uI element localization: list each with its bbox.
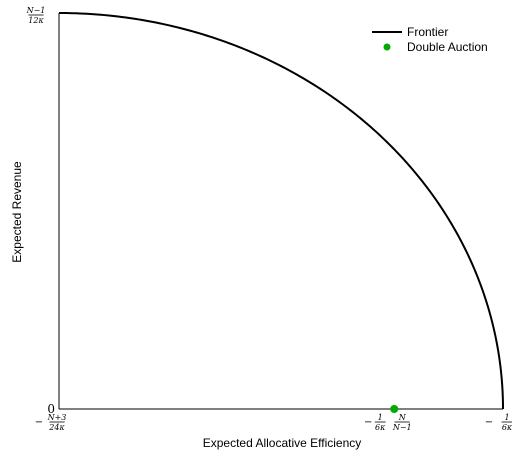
- tick-fraction-numerator: 1: [378, 413, 383, 422]
- legend-label: Double Auction: [407, 40, 488, 54]
- plot-area: [58, 12, 504, 413]
- tick-sign: −: [485, 417, 493, 428]
- y-axis-label: Expected Revenue: [10, 161, 24, 263]
- tick-fraction-denominator: 12κ: [28, 16, 44, 25]
- tick-fraction-denominator: 6κ: [375, 423, 386, 432]
- tick-fraction-denominator: 6κ: [502, 423, 512, 432]
- x-axis-label: Expected Allocative Efficiency: [203, 436, 362, 450]
- x-tick-label: −16κ NN−1: [364, 413, 412, 432]
- double-auction-point: [390, 405, 399, 413]
- tick-fraction-numerator: N+3: [47, 413, 67, 422]
- tick-fraction-denominator: N−1: [392, 423, 412, 432]
- tick-fraction-a: 16κ: [374, 413, 386, 432]
- axes: [58, 13, 503, 410]
- legend-swatch-double-auction: [383, 43, 391, 51]
- legend-label: Frontier: [407, 25, 448, 39]
- tick-fraction-b: NN−1: [392, 413, 412, 432]
- tick-sign: −: [35, 417, 43, 428]
- tick-fraction: 16κ: [501, 413, 512, 432]
- frontier-line: [58, 12, 504, 410]
- tick-fraction-numerator: N−1: [26, 6, 46, 15]
- tick-fraction-denominator: 24κ: [48, 423, 65, 432]
- x-tick-label: −16κ: [485, 413, 512, 432]
- y-tick-label: 0: [47, 402, 55, 416]
- tick-fraction-numerator: N: [398, 413, 407, 422]
- tick-fraction-numerator: 1: [504, 413, 509, 422]
- tick-sign: −: [364, 417, 372, 428]
